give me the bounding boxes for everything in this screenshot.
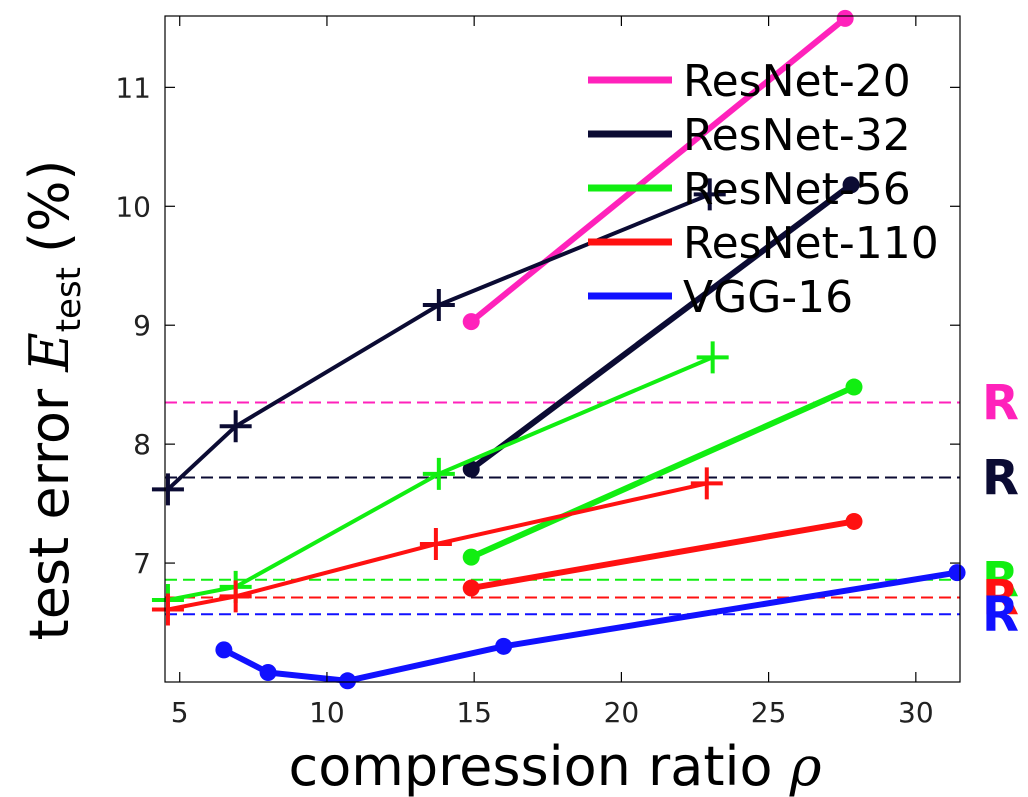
data-point — [463, 580, 480, 597]
legend-item-vgg-16: VGG-16 — [588, 272, 853, 323]
legend-item-resnet-110: ResNet-110 — [588, 218, 939, 269]
legend-label: ResNet-56 — [683, 164, 911, 215]
y-tick-label: 9 — [133, 309, 151, 342]
data-point — [463, 313, 480, 330]
x-tick-label: 20 — [604, 696, 640, 729]
x-tick-label: 15 — [456, 696, 492, 729]
data-point — [495, 638, 512, 655]
reference-label-resnet-32: R — [982, 450, 1019, 506]
y-axis-label: test error — [18, 388, 81, 640]
y-axis-unit: (%) — [18, 160, 81, 253]
data-point-plus — [697, 341, 729, 373]
data-point — [215, 641, 232, 658]
data-point-plus — [423, 289, 455, 321]
data-point — [463, 549, 480, 566]
y-tick-label: 7 — [133, 547, 151, 580]
data-point — [949, 564, 966, 581]
reference-label-vgg-16: R — [982, 587, 1019, 643]
y-tick-label: 8 — [133, 428, 151, 461]
x-axis-symbol: ρ — [789, 735, 822, 797]
y-tick-label: 10 — [115, 190, 151, 223]
data-point-plus — [423, 458, 455, 490]
data-point-plus — [691, 467, 723, 499]
legend-item-resnet-56: ResNet-56 — [588, 164, 911, 215]
series-vgg-16-dot — [215, 564, 965, 689]
legend-label: VGG-16 — [683, 272, 853, 323]
data-point — [339, 672, 356, 689]
reference-label-resnet-20: R — [982, 376, 1019, 432]
y-axis-symbol: E — [18, 332, 81, 372]
y-tick-label: 11 — [115, 71, 151, 104]
legend-item-resnet-32: ResNet-32 — [588, 110, 911, 161]
series-line — [224, 573, 957, 681]
x-axis-title: compression ratio ρ — [289, 735, 822, 797]
data-point — [837, 10, 854, 27]
series-resnet-56-dot — [463, 379, 863, 566]
series-resnet-110-plus — [152, 467, 723, 625]
x-tick-label: 25 — [751, 696, 787, 729]
y-axis-title: test error Etest (%) — [18, 160, 89, 641]
data-point-plus — [420, 528, 452, 560]
x-tick-label: 5 — [171, 696, 189, 729]
legend-item-resnet-20: ResNet-20 — [588, 56, 911, 107]
y-axis-subscript: test — [49, 267, 89, 332]
legend: ResNet-20ResNet-32ResNet-56ResNet-110VGG… — [588, 56, 939, 323]
x-tick-label: 30 — [898, 696, 934, 729]
legend-label: ResNet-110 — [683, 218, 939, 269]
data-point — [846, 379, 863, 396]
data-point — [846, 513, 863, 530]
x-tick-label: 10 — [309, 696, 345, 729]
data-point — [260, 664, 277, 681]
legend-label: ResNet-20 — [683, 56, 911, 107]
legend-label: ResNet-32 — [683, 110, 911, 161]
x-axis-label: compression ratio — [289, 735, 773, 797]
